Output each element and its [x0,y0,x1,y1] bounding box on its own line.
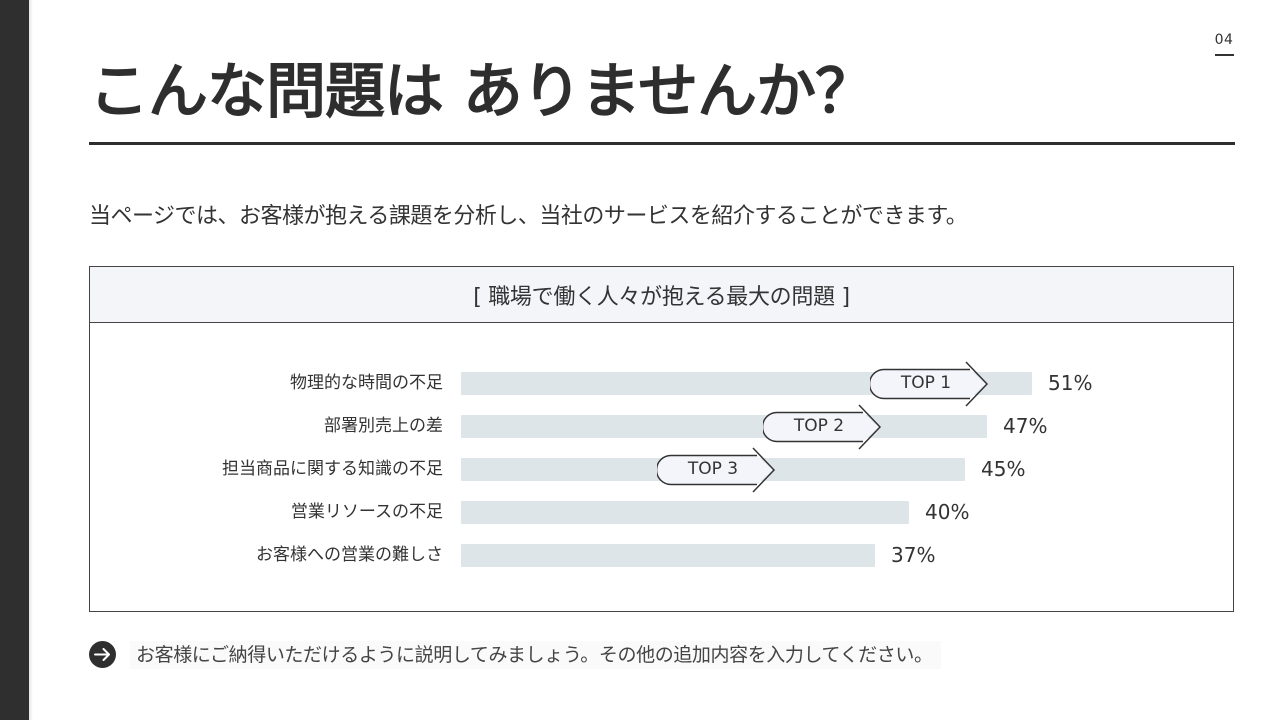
category-label: 物理的な時間の不足 [290,373,443,393]
intro-text: 当ページでは、お客様が抱える課題を分析し、当社のサービスを紹介することができます… [89,204,968,229]
rank-badge: TOP 2 [763,404,883,450]
footer-note: お客様にご納得いただけるように説明してみましょう。その他の追加内容を入力してくだ… [130,641,941,669]
value-label: 47% [1003,414,1048,438]
bar [461,501,909,524]
category-label: お客様への営業の難しさ [256,545,443,565]
category-label: 営業リソースの不足 [290,502,443,522]
chart-header: [ 職場で働く人々が抱える最大の問題 ] [90,267,1233,323]
value-label: 37% [891,543,936,567]
rank-badge: TOP 1 [870,361,990,407]
page-title: こんな問題は ありませんか？ [89,57,875,127]
arrow-badge-shape [870,361,989,407]
value-label: 40% [925,500,970,524]
arrow-badge-shape [763,404,882,450]
chart-title: [ 職場で働く人々が抱える最大の問題 ] [473,284,850,310]
rank-badge-label: TOP 3 [687,459,739,479]
bar [461,415,987,438]
rank-badge: TOP 3 [657,447,777,493]
arrow-right-circle-icon [89,641,116,668]
rank-badge-label: TOP 1 [900,373,952,393]
page-number: 04 [1214,32,1234,48]
arrow-badge-shape [657,447,776,493]
category-label: 担当商品に関する知識の不足 [222,459,443,479]
title-divider [89,142,1235,145]
page-number-underline [1215,54,1234,56]
category-label: 部署別売上の差 [324,416,443,436]
side-strip [0,0,29,720]
bar [461,544,875,567]
rank-badge-label: TOP 2 [793,416,845,436]
value-label: 45% [981,457,1026,481]
side-strip-shadow [29,0,33,720]
value-label: 51% [1048,371,1093,395]
